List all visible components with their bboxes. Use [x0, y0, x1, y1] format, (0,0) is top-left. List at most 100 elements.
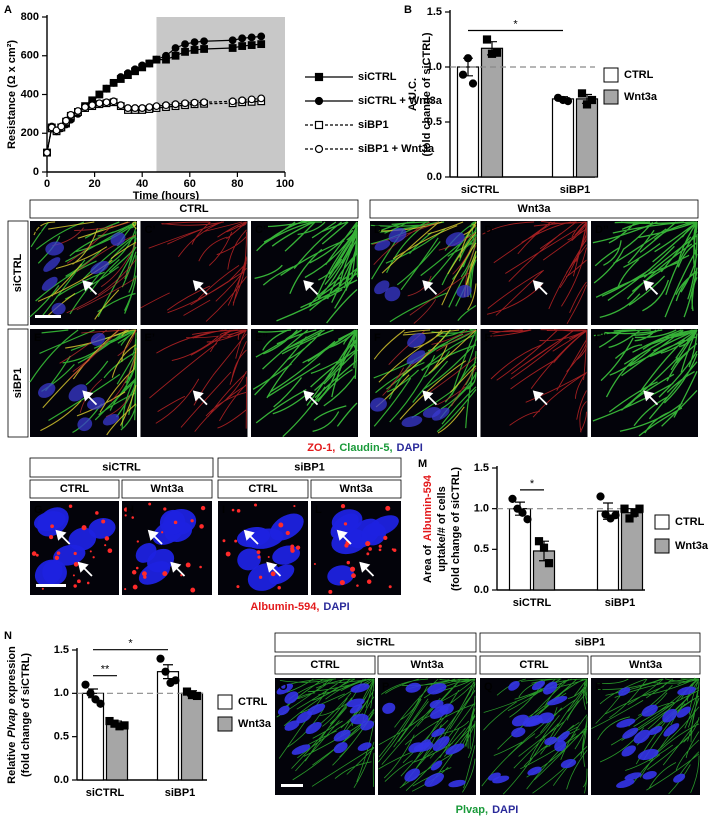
nucleus	[456, 284, 472, 298]
label-part: (fold change of siCTRL)	[421, 32, 433, 156]
label-part: (fold change of siCTRL)	[20, 653, 32, 777]
marker	[200, 45, 208, 53]
micrograph	[140, 221, 248, 325]
nucleus	[511, 727, 526, 738]
nucleus	[401, 415, 423, 428]
albumin-dot	[199, 524, 204, 529]
header-box	[217, 457, 402, 478]
panel-letter: D’’	[595, 224, 609, 236]
albumin-dot	[190, 587, 196, 593]
marker	[492, 48, 502, 57]
albumin-dot	[54, 555, 60, 561]
header-label: Wnt3a	[340, 483, 374, 495]
nucleus	[673, 773, 686, 783]
panel-letter: D	[374, 224, 382, 236]
label: A.U.C.	[407, 78, 419, 111]
legend-swatch	[654, 538, 670, 554]
marker	[109, 97, 118, 106]
arrow	[77, 561, 93, 577]
x-tick-label: siCTRL	[461, 184, 500, 196]
micrograph-signal	[382, 329, 477, 407]
nucleus	[147, 548, 175, 573]
nucleus	[374, 240, 391, 251]
marker	[171, 44, 180, 52]
albumin-dot	[162, 571, 168, 577]
legend-swatch	[217, 694, 233, 710]
nucleus	[430, 705, 449, 719]
label-part: ZO-1,	[307, 442, 335, 454]
nucleus	[41, 276, 58, 291]
legend-swatch	[217, 716, 233, 732]
header-label: Wnt3a	[518, 203, 552, 215]
panel-letter: G	[34, 504, 43, 516]
label-part: DAPI	[323, 601, 349, 613]
label-part: expression	[6, 646, 18, 704]
nucleus	[284, 691, 299, 704]
marker	[534, 537, 544, 546]
nucleus	[284, 720, 300, 731]
bar	[575, 98, 599, 178]
nucleus	[277, 705, 290, 716]
header-box	[479, 632, 701, 653]
marker	[247, 33, 256, 42]
nucleus	[637, 748, 659, 761]
y-tick-label: 400	[21, 88, 39, 100]
albumin-dot	[104, 544, 107, 547]
marker	[577, 89, 587, 98]
header-label: CTRL	[519, 659, 549, 671]
marker	[171, 51, 180, 60]
marker	[131, 104, 139, 112]
panel-letter: M	[418, 458, 427, 470]
albumin-dot	[343, 522, 348, 526]
nucleus	[445, 743, 465, 755]
nucleus	[560, 759, 577, 769]
bar	[480, 47, 504, 178]
legend-label: CTRL	[624, 69, 654, 81]
header-box	[590, 655, 701, 675]
arrow	[336, 529, 352, 545]
marker	[247, 41, 256, 49]
marker	[161, 667, 170, 676]
legend-label: Wnt3a	[238, 718, 272, 730]
albumin-dot	[131, 516, 135, 519]
nucleus	[34, 559, 63, 587]
nucleus	[90, 260, 109, 275]
nucleus	[616, 718, 636, 728]
micrograph	[251, 329, 358, 437]
nucleus	[448, 779, 466, 788]
nucleus	[662, 708, 678, 723]
y-tick-label: 600	[21, 50, 39, 62]
marker	[124, 69, 132, 78]
y-tick-label: 0	[33, 166, 39, 178]
panel-letter: N	[4, 630, 12, 642]
nucleus	[361, 522, 387, 546]
legend-label: CTRL	[675, 516, 705, 528]
nucleus	[424, 772, 445, 787]
nucleus	[676, 706, 691, 718]
arrow	[82, 280, 98, 295]
nucleus	[432, 736, 450, 751]
x-tick-label: 80	[231, 178, 243, 190]
legend-label: siBP1 + Wnt3a	[358, 143, 435, 155]
nucleus	[333, 729, 351, 742]
marker	[88, 101, 97, 110]
nucleus	[43, 257, 61, 272]
albumin-dot	[101, 519, 106, 524]
significance-label: *	[530, 478, 535, 490]
marker	[156, 654, 165, 663]
nucleus	[508, 680, 520, 691]
nucleus	[554, 740, 567, 752]
scale-bar	[281, 784, 303, 787]
arrow	[192, 390, 208, 406]
nucleus	[618, 687, 631, 696]
label-part: Relative	[6, 742, 18, 784]
albumin-dot	[124, 588, 127, 591]
nucleus	[544, 736, 558, 746]
marker	[190, 98, 199, 107]
albumin-dot	[35, 553, 39, 557]
panel-letter: C’’	[255, 224, 269, 236]
marker	[109, 78, 118, 87]
albumin-dot	[222, 539, 226, 543]
label-part: A.U.C.	[407, 78, 419, 111]
albumin-dot	[278, 522, 284, 528]
